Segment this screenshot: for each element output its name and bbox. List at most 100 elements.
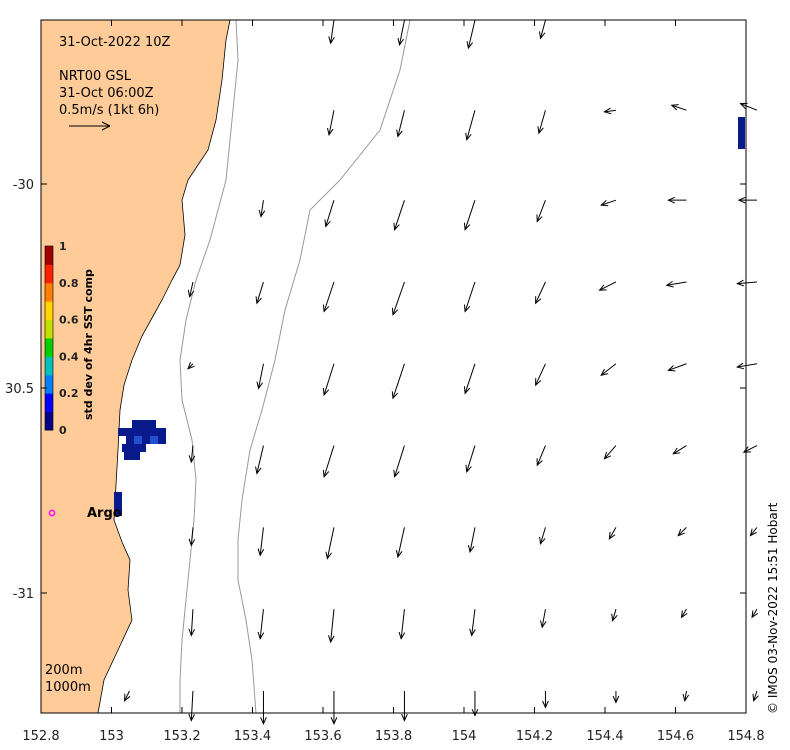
isobath-200m <box>179 19 239 713</box>
sst-cell <box>126 428 134 436</box>
isobath-1000m <box>237 19 411 714</box>
sst-cell <box>142 428 150 436</box>
current-vector <box>322 281 335 313</box>
sst-cell <box>738 117 745 149</box>
current-vector <box>739 102 758 111</box>
sst-cell <box>122 444 130 452</box>
y-axis: -30 30.5 -31 <box>5 178 746 602</box>
current-vector <box>187 361 195 370</box>
colorbar-segment <box>45 411 53 431</box>
current-vector <box>326 110 335 137</box>
current-vector <box>469 609 476 637</box>
current-vector <box>682 690 690 703</box>
colorbar-segment <box>45 246 53 265</box>
current-vector <box>396 110 405 138</box>
argo-label: Argo <box>87 506 122 521</box>
current-vector <box>187 281 195 298</box>
colorbar-segment <box>45 264 53 284</box>
current-vector <box>258 200 266 218</box>
current-vector <box>397 20 405 47</box>
current-vector <box>124 690 131 702</box>
current-vector <box>737 196 757 204</box>
current-vector <box>680 608 688 619</box>
current-vector <box>736 362 758 370</box>
current-vector <box>260 690 267 726</box>
colorbar-tick-label: 0 <box>59 424 67 437</box>
y-tick-label: -31 <box>13 587 34 602</box>
current-vector <box>255 281 264 305</box>
current-vector <box>324 200 335 228</box>
current-vector <box>327 609 335 644</box>
current-vector <box>396 527 405 559</box>
current-vector <box>677 527 687 537</box>
sst-cell <box>150 436 158 444</box>
colorbar-segment <box>45 356 53 376</box>
current-vector <box>600 199 617 207</box>
sst-cell <box>124 452 132 460</box>
sst-cell <box>118 428 126 436</box>
current-vector <box>542 690 549 709</box>
current-vector <box>391 363 405 400</box>
current-vector <box>188 690 195 722</box>
colorbar-tick-label: 0.8 <box>59 277 79 290</box>
current-vector <box>749 527 758 537</box>
current-vector <box>391 281 405 316</box>
current-vector <box>537 110 546 135</box>
y-tick-label: 30.5 <box>5 382 34 397</box>
colorbar: 1 0.8 0.6 0.4 0.2 0 <box>44 240 79 437</box>
current-vector <box>667 363 687 372</box>
current-vector <box>401 690 408 722</box>
isobath-1000m-label: 1000m <box>45 680 91 695</box>
current-vector <box>188 609 195 637</box>
current-vector <box>752 690 759 702</box>
sst-cell <box>114 508 122 516</box>
current-vector <box>665 280 687 288</box>
sst-stddev-cells <box>114 117 745 516</box>
current-vector <box>471 690 479 717</box>
x-tick-label: 153.2 <box>163 729 200 744</box>
colorbar-segment <box>45 393 53 413</box>
sst-cell <box>126 436 134 444</box>
vector-time-label: 31-Oct 06:00Z <box>59 86 154 101</box>
current-vector <box>598 281 617 291</box>
current-vector <box>603 107 617 115</box>
x-tick-label: 154.6 <box>657 729 694 744</box>
current-vector <box>463 200 476 231</box>
current-vector <box>322 445 335 478</box>
current-vector <box>751 608 759 619</box>
argo-float-marker <box>48 509 56 517</box>
sst-cell <box>130 444 138 452</box>
current-vector <box>256 363 264 390</box>
current-vector <box>398 609 406 640</box>
isobath-200m-label: 200m <box>45 663 83 678</box>
current-vector <box>611 609 618 622</box>
current-vector <box>667 196 687 204</box>
current-vector <box>603 445 617 460</box>
current-vector <box>600 363 617 377</box>
sst-cell <box>114 492 122 500</box>
current-vector <box>536 200 546 223</box>
x-tick-label: 153.6 <box>304 729 341 744</box>
colorbar-segment <box>45 319 53 339</box>
current-vector <box>465 445 476 473</box>
current-vector <box>608 527 617 540</box>
current-vector <box>463 281 476 313</box>
x-tick-label: 154.4 <box>586 729 623 744</box>
x-tick-label: 152.8 <box>22 729 59 744</box>
x-tick-label: 154.2 <box>516 729 553 744</box>
colorbar-segment <box>45 338 53 357</box>
current-vector <box>539 527 546 545</box>
current-vector <box>535 281 546 305</box>
sst-cell <box>150 428 158 436</box>
current-vector <box>670 104 687 111</box>
current-vectors <box>124 20 759 726</box>
current-vector <box>257 527 265 557</box>
current-vector <box>393 200 405 231</box>
sst-cell <box>148 420 156 428</box>
sst-cell <box>142 436 150 444</box>
current-vector <box>538 20 546 40</box>
current-vector <box>465 110 476 141</box>
sst-cell <box>132 452 140 460</box>
colorbar-tick-label: 0.6 <box>59 314 79 327</box>
